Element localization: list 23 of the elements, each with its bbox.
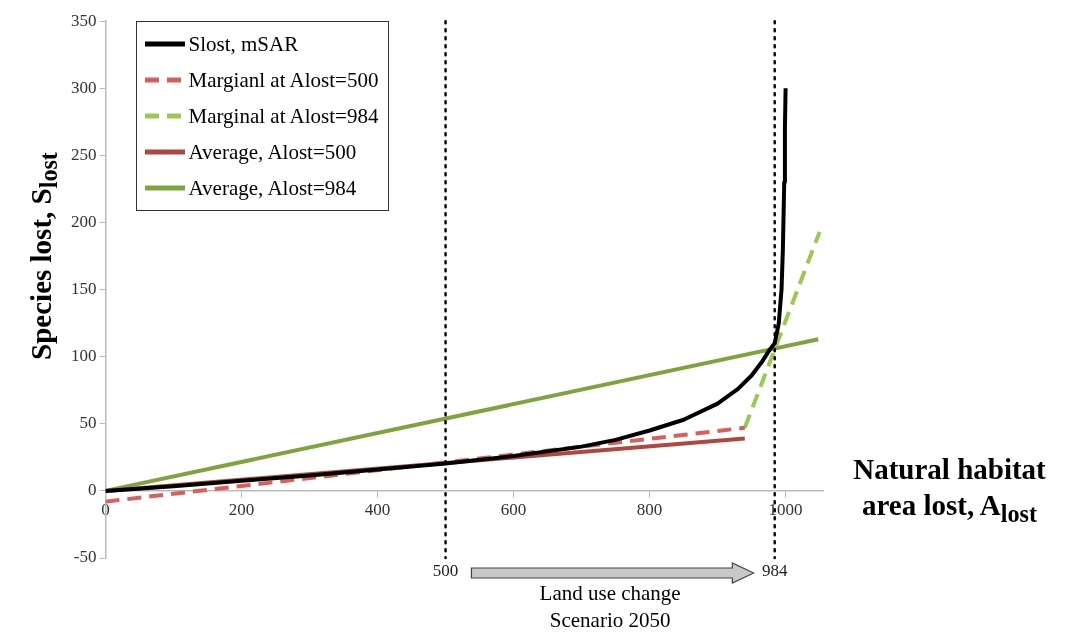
y-tick-label: 150: [71, 279, 97, 299]
legend-label: Average, Alost=500: [188, 139, 357, 165]
legend-label: Marginal at Alost=984: [188, 103, 379, 129]
x-tick-label: 200: [228, 499, 255, 519]
ref-line-label: 500: [432, 561, 459, 581]
y-tick-label: 250: [71, 144, 97, 164]
legend-label: Slost, mSAR: [188, 31, 299, 57]
y-tick-label: 350: [71, 10, 97, 30]
x-tick-label: 600: [500, 499, 527, 519]
y-tick-label: 50: [79, 413, 97, 433]
y-tick-label: 0: [88, 480, 97, 500]
x-tick-label: 1000: [768, 499, 803, 519]
legend-label: Margianl at Alost=500: [188, 67, 379, 93]
legend-label: Average, Alost=984: [188, 175, 357, 201]
y-tick-label: 300: [71, 77, 97, 97]
y-tick-label: 100: [71, 346, 97, 366]
text: Land use change Scenario 2050: [538, 580, 682, 634]
x-tick-label: 400: [364, 499, 391, 519]
x-tick-label: 800: [636, 499, 663, 519]
y-tick-label: 200: [71, 211, 97, 231]
x-axis-title: Natural habitat area lost, A$_{lost}$: [852, 451, 1047, 529]
ref-line-label: 984: [761, 561, 788, 581]
y-tick-label: -50: [73, 547, 97, 567]
